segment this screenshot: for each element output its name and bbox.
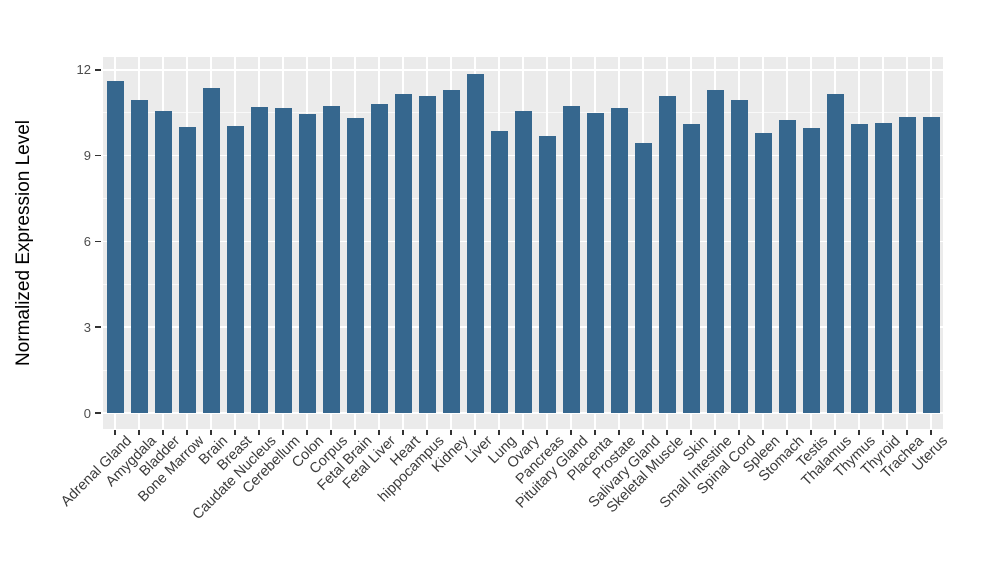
y-tick-mark [95,326,101,328]
bar-amygdala [130,99,148,413]
bar-skeletal-muscle [658,95,676,413]
bar-fetal-brain [346,118,364,413]
x-tick-mark [378,430,380,435]
x-tick-mark [426,430,428,435]
bar-stomach [778,119,796,413]
x-tick-mark [906,430,908,435]
bar-hippocampus [418,95,436,413]
y-tick-label: 9 [83,148,91,164]
y-tick-label: 3 [83,319,91,335]
bar-thalamus [826,94,844,413]
x-tick-mark [930,430,932,435]
bar-salivary-gland [634,142,652,413]
bar-caudate-nucleus [250,106,268,413]
bar-bladder [154,111,172,413]
bar-skin [682,124,700,413]
y-tick-label: 0 [83,405,91,421]
x-tick-mark [690,430,692,435]
bar-heart [394,94,412,413]
y-tick-mark [95,154,101,157]
bar-prostate [610,108,628,413]
x-tick-mark [162,430,164,435]
x-tick-mark [114,430,116,435]
x-tick-mark [858,430,860,435]
x-tick-mark [354,430,356,435]
x-tick-mark [474,430,476,435]
bar-cerebellum [274,108,292,413]
x-tick-mark [450,430,452,435]
y-tick-mark [95,240,101,243]
bar-fetal-liver [370,104,388,413]
x-tick-mark [522,430,524,435]
y-tick-mark [95,69,101,71]
x-tick-mark [642,430,644,435]
bar-spinal-cord [730,99,748,413]
bar-colon [298,114,316,413]
bar-testis [802,128,820,413]
x-tick-mark [786,430,788,435]
plot-panel [103,57,943,429]
y-tick-label: 12 [76,62,91,78]
bar-small-intestine [706,89,724,413]
y-axis-title: Normalized Expression Level [13,119,34,367]
bar-adrenal-gland [106,81,124,413]
y-tick-mark [95,412,101,414]
bar-placenta [586,112,604,413]
bar-bone-marrow [178,127,196,413]
x-tick-mark [234,430,236,435]
bar-trachea [898,116,916,413]
bar-thyroid [874,122,892,413]
x-tick-mark [498,430,500,435]
bar-liver [466,74,484,413]
bar-corpus [322,105,340,413]
x-tick-mark [330,430,332,435]
x-tick-mark [186,430,188,435]
x-tick-mark [138,430,140,435]
x-tick-mark [594,430,596,435]
x-tick-mark [738,430,740,435]
x-tick-mark [258,430,260,435]
x-tick-mark [762,430,764,435]
bar-uterus [922,116,940,413]
bar-pancreas [538,135,556,413]
bar-thymus [850,124,868,413]
x-tick-mark [834,430,836,435]
x-tick-mark [666,430,668,435]
x-tick-mark [402,430,404,435]
bar-ovary [514,111,532,413]
bar-brain [202,88,220,413]
x-tick-mark [810,430,812,435]
bar-breast [226,125,244,413]
bar-kidney [442,89,460,413]
x-tick-mark [546,430,548,435]
x-tick-mark [714,430,716,435]
y-tick-label: 6 [83,233,91,249]
bar-lung [490,131,508,413]
bar-spleen [754,132,772,413]
x-tick-mark [306,430,308,435]
bar-pituitary-gland [562,105,580,413]
x-tick-mark [570,430,572,435]
x-tick-mark [210,430,212,435]
x-tick-mark [618,430,620,435]
x-tick-mark [882,430,884,435]
x-tick-mark [282,430,284,435]
